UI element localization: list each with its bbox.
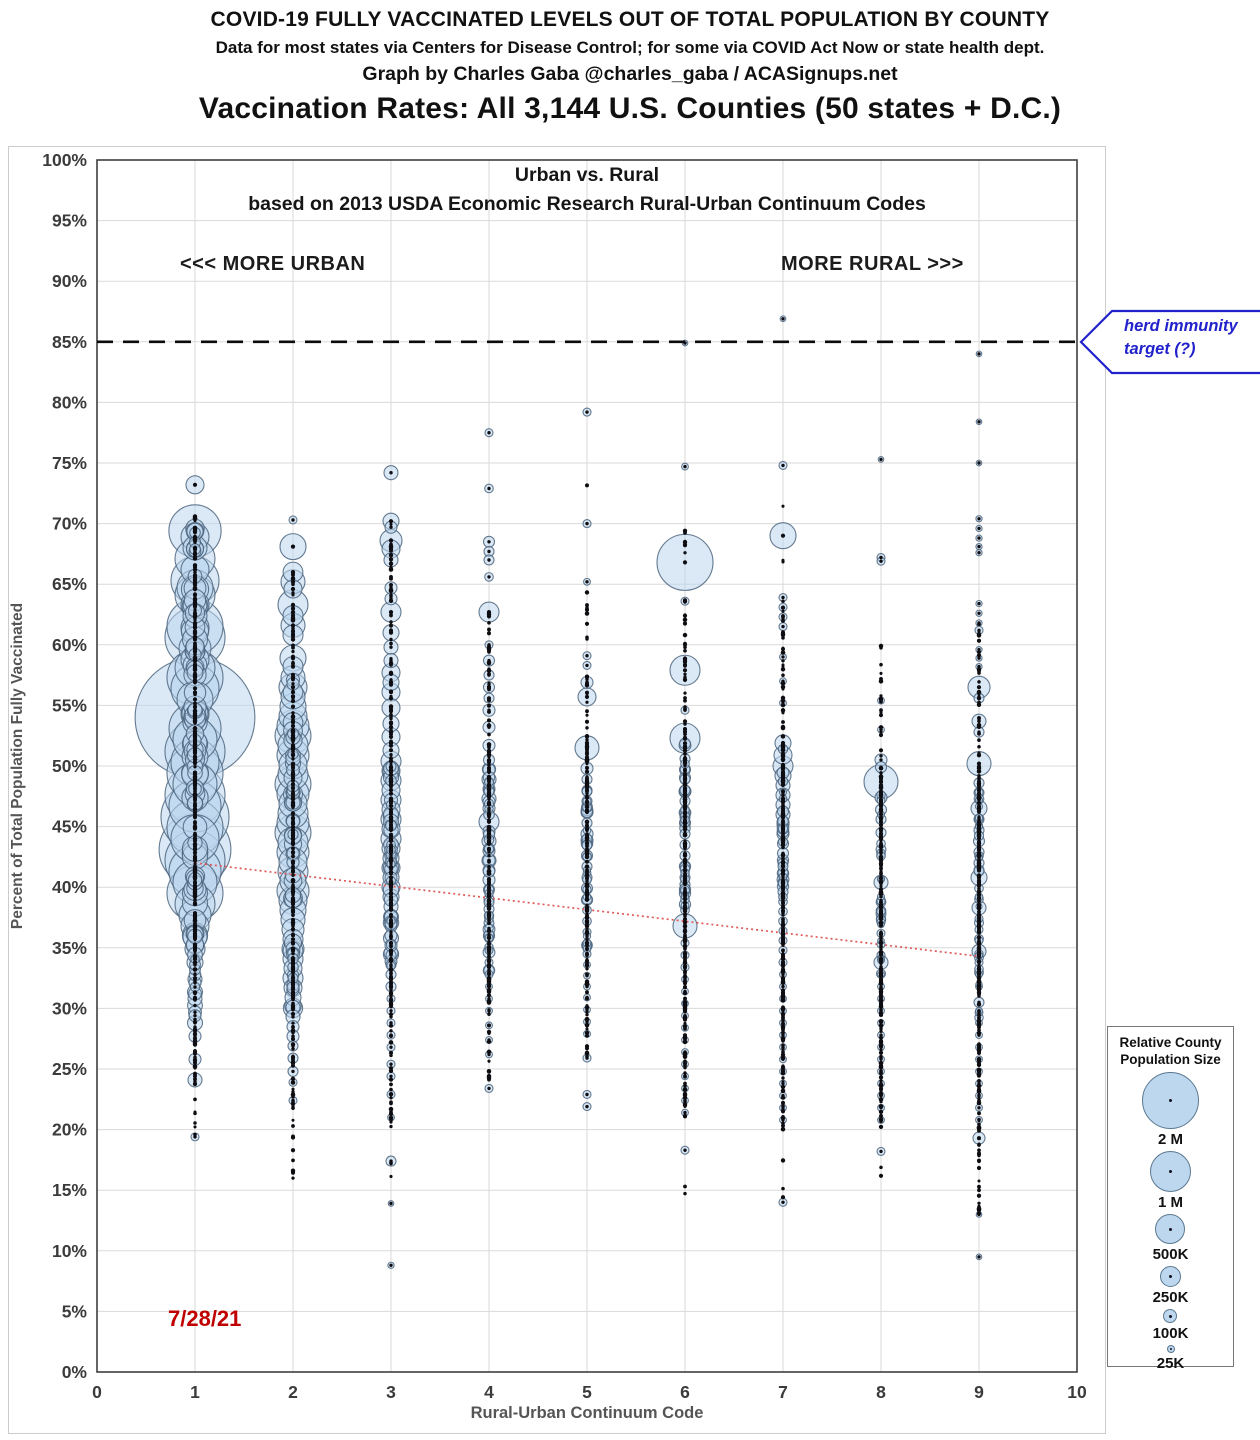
legend-item-label: 250K <box>1152 1289 1189 1306</box>
svg-text:2: 2 <box>288 1382 298 1402</box>
svg-text:35%: 35% <box>52 938 87 958</box>
legend-item-25k: 25K <box>1156 1345 1185 1372</box>
legend-bubble-icon <box>1159 1266 1181 1287</box>
legend-bubble-icon <box>1163 1309 1178 1323</box>
data-source-note: Data for most states via Centers for Dis… <box>215 38 1045 57</box>
legend-item-label: 25K <box>1156 1355 1185 1372</box>
herd-immunity-callout-shape <box>1079 309 1260 375</box>
reference-lines <box>97 340 1080 958</box>
svg-text:10%: 10% <box>52 1241 87 1261</box>
legend-items: 2 M 1 M 500K 250K 100K 25K <box>1108 1072 1233 1375</box>
legend-bubble-icon <box>1142 1072 1199 1129</box>
legend-bubble-center-dot <box>1168 1227 1172 1231</box>
svg-text:15%: 15% <box>52 1180 87 1200</box>
population-size-legend: Relative County Population Size 2 M 1 M 50… <box>1107 1026 1234 1372</box>
svg-text:25%: 25% <box>52 1059 87 1079</box>
svg-text:75%: 75% <box>52 453 87 473</box>
svg-text:55%: 55% <box>52 695 87 715</box>
county-bubbles <box>134 315 992 1269</box>
legend-title-line2: Population Size <box>1120 1052 1221 1067</box>
svg-text:60%: 60% <box>52 635 87 655</box>
svg-text:80%: 80% <box>52 392 87 412</box>
legend-item-label: 100K <box>1152 1325 1189 1342</box>
chart-title: Vaccination Rates: All 3,144 U.S. Counti… <box>198 92 1062 125</box>
svg-text:4: 4 <box>484 1382 494 1402</box>
svg-text:5: 5 <box>582 1382 592 1402</box>
herd-immunity-label-line2: target (?) <box>1124 340 1196 358</box>
svg-text:7: 7 <box>778 1382 788 1402</box>
svg-text:8: 8 <box>876 1382 886 1402</box>
more-rural-label: MORE RURAL >>> <box>781 253 964 275</box>
legend-title: Relative County Population Size <box>1108 1034 1233 1068</box>
svg-text:9: 9 <box>974 1382 984 1402</box>
y-axis-title: Percent of Total Population Fully Vaccin… <box>9 602 26 930</box>
legend-bubble-icon <box>1166 1345 1175 1353</box>
svg-text:90%: 90% <box>52 271 87 291</box>
legend-bubble-center-dot <box>1168 1275 1172 1278</box>
plot-annotation-title: Urban vs. Rural <box>514 164 660 186</box>
plot-annotation-subtitle: based on 2013 USDA Economic Research Rur… <box>248 193 926 215</box>
more-urban-label: <<< MORE URBAN <box>180 253 366 275</box>
svg-text:70%: 70% <box>52 514 87 534</box>
legend-item-2m: 2 M <box>1142 1072 1199 1148</box>
herd-immunity-label-line1: herd immunity <box>1124 317 1238 335</box>
svg-text:40%: 40% <box>52 877 87 897</box>
axis-ticks: 0% 5% 10% 15% 20% 25% 30% 35% 40% 45% 50% 55% 60% 65%… <box>42 150 1087 1402</box>
legend-bubble-center-dot <box>1168 1314 1172 1318</box>
legend-item-100k: 100K <box>1152 1309 1189 1342</box>
svg-text:65%: 65% <box>52 574 87 594</box>
svg-text:3: 3 <box>386 1382 396 1402</box>
legend-item-label: 500K <box>1152 1246 1189 1263</box>
legend-item-500k: 500K <box>1152 1214 1189 1263</box>
svg-text:10: 10 <box>1067 1382 1087 1402</box>
legend-bubble-icon <box>1150 1151 1191 1192</box>
legend-bubble-center-dot <box>1169 1348 1172 1350</box>
svg-text:5%: 5% <box>62 1301 88 1321</box>
svg-text:85%: 85% <box>52 332 87 352</box>
legend-bubble-center-dot <box>1169 1170 1172 1173</box>
legend-item-1m: 1 M <box>1150 1151 1191 1211</box>
legend-item-label: 2 M <box>1157 1131 1183 1148</box>
legend-item-250k: 250K <box>1152 1266 1189 1306</box>
x-axis-title: Rural-Urban Continuum Code <box>470 1404 704 1422</box>
svg-text:100%: 100% <box>42 150 87 170</box>
svg-text:50%: 50% <box>52 756 87 776</box>
legend-bubble-icon <box>1155 1214 1186 1244</box>
svg-text:6: 6 <box>680 1382 690 1402</box>
author-credit: Graph by Charles Gaba @charles_gaba / AC… <box>362 63 898 85</box>
svg-text:0%: 0% <box>62 1362 88 1382</box>
svg-text:30%: 30% <box>52 998 87 1018</box>
data-date-label: 7/28/21 <box>168 1306 242 1331</box>
svg-text:20%: 20% <box>52 1120 87 1140</box>
legend-item-label: 1 M <box>1157 1194 1183 1211</box>
svg-text:0: 0 <box>92 1382 102 1402</box>
legend-bubble-center-dot <box>1169 1099 1172 1102</box>
legend-title-line1: Relative County <box>1119 1035 1222 1050</box>
county-dots <box>192 317 982 1268</box>
svg-text:1: 1 <box>190 1382 200 1402</box>
svg-text:45%: 45% <box>52 817 87 837</box>
svg-text:95%: 95% <box>52 211 87 231</box>
page-title: COVID-19 FULLY VACCINATED LEVELS OUT OF … <box>210 8 1050 31</box>
